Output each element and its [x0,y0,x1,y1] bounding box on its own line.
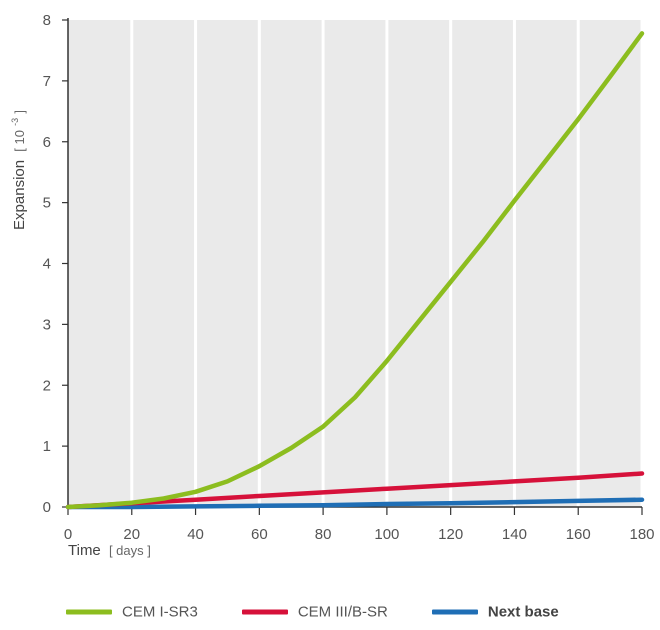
legend-item-next-base: Next base [431,603,559,621]
x-axis-unit: [ days ] [109,543,151,558]
legend-label-cem-i-sr3: CEM I-SR3 [122,603,198,621]
x-tick-label-180: 180 [629,526,654,543]
legend-item-cem-iii-b-sr: CEM III/B-SR [241,603,388,621]
legend-item-cem-i-sr3: CEM I-SR3 [66,604,198,621]
x-tick-label-80: 80 [315,526,332,543]
legend-swatch-next-base [431,609,478,615]
y-tick-label-3: 3 [43,316,51,333]
x-tick-label-100: 100 [374,526,399,543]
legend-label-cem-iii-b-sr: CEM III/B-SR [297,603,388,621]
series-line-next-base [65,497,645,510]
y-axis-title: Expansion [ 10 -3 ] [5,110,28,230]
y-axis-unit-exponent: -3 [10,118,20,126]
y-tick-label-2: 2 [43,377,51,394]
x-tick-label-160: 160 [566,526,591,543]
gridlines [130,20,644,507]
plot-area [68,20,642,507]
y-tick-label-4: 4 [43,256,51,273]
y-tick-label-7: 7 [43,73,51,90]
x-tick-label-140: 140 [502,526,527,543]
series-line-cem-iii-b-sr [65,471,645,510]
legend-swatch-cem-i-sr3 [66,609,112,615]
legend: CEM I-SR3 CEM III/B-SR Next base [66,604,559,621]
series-lines [65,31,645,510]
y-tick-label-5: 5 [43,195,51,212]
x-axis-title: Time [ days ] [68,542,151,559]
y-tick-label-1: 1 [43,438,51,455]
x-axis-label: Time [68,542,101,559]
y-tick-label-8: 8 [43,12,51,29]
x-tick-label-0: 0 [64,526,72,543]
y-tick-label-6: 6 [43,134,51,151]
x-tick-label-20: 20 [123,526,140,543]
x-tick-label-120: 120 [438,526,463,543]
y-axis-unit-prefix: [ 10 [12,130,27,152]
x-tick-label-60: 60 [251,526,268,543]
series-line-cem-i-sr3 [65,31,645,510]
y-axis-unit-suffix: ] [12,110,27,114]
y-axis-label: Expansion [11,160,28,230]
y-tick-label-0: 0 [43,499,51,516]
x-tick-label-40: 40 [187,526,204,543]
legend-label-next-base: Next base [487,603,559,621]
legend-swatch-cem-iii-b-sr [241,609,288,615]
